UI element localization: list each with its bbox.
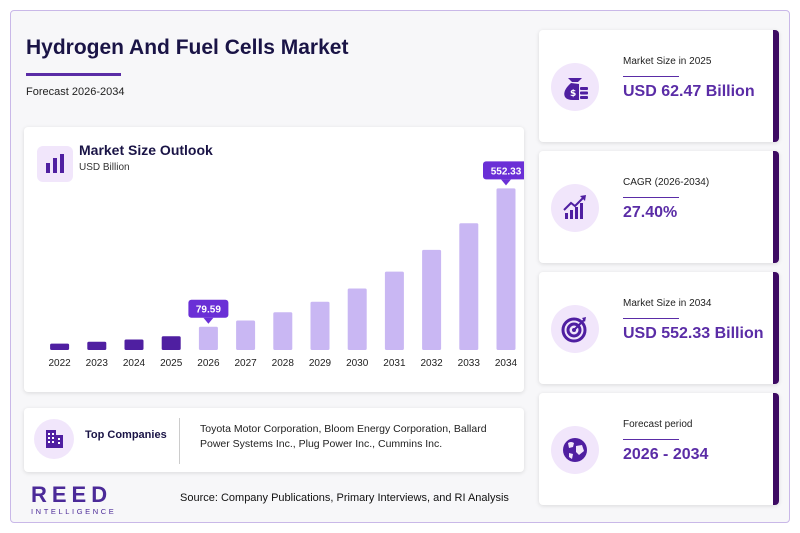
title-underline xyxy=(26,73,121,76)
money-bag-icon: $ xyxy=(551,63,599,111)
kpi-label: Market Size in 2034 xyxy=(623,298,712,309)
bar-2032 xyxy=(422,249,442,350)
kpi-underline xyxy=(623,318,679,319)
growth-chart-icon xyxy=(551,184,599,232)
x-tick-label-2027: 2027 xyxy=(234,358,257,369)
kpi-card-market-size-2034: Market Size in 2034 USD 552.33 Billion xyxy=(539,272,779,384)
building-icon xyxy=(34,419,74,459)
svg-text:552.33: 552.33 xyxy=(491,166,522,177)
page-title: Hydrogen And Fuel Cells Market xyxy=(26,36,349,59)
divider xyxy=(179,418,180,464)
globe-icon xyxy=(551,426,599,474)
x-tick-label-2031: 2031 xyxy=(383,358,406,369)
bar-2031 xyxy=(384,271,404,350)
kpi-card-market-size-2025: $ Market Size in 2025 USD 62.47 Billion xyxy=(539,30,779,142)
x-tick-label-2023: 2023 xyxy=(86,358,109,369)
bar-chart: 2022 2023 2024 2025 2026 79.59 2027 2028 2029 203… xyxy=(48,161,524,369)
kpi-label: Market Size in 2025 xyxy=(623,56,712,67)
data-label-2026: 79.59 xyxy=(188,299,229,324)
kpi-underline xyxy=(623,197,679,198)
reed-intelligence-logo: REED INTELLIGENCE xyxy=(31,482,116,516)
kpi-value: 2026 - 2034 xyxy=(623,446,709,463)
kpi-card-cagr: CAGR (2026-2034) 27.40% xyxy=(539,151,779,263)
data-label-2034: 552.33 xyxy=(483,161,524,186)
bar-2026 xyxy=(198,326,218,350)
kpi-label: CAGR (2026-2034) xyxy=(623,177,710,188)
bar-2023 xyxy=(87,341,107,350)
bar-2030 xyxy=(347,288,367,350)
bar-2027 xyxy=(236,320,256,350)
top-companies-card: Top Companies Toyota Motor Corporation, … xyxy=(24,408,524,472)
top-companies-list: Toyota Motor Corporation, Bloom Energy C… xyxy=(200,423,487,450)
logo-sub-text: INTELLIGENCE xyxy=(31,507,117,516)
kpi-underline xyxy=(623,439,679,440)
x-tick-label-2024: 2024 xyxy=(123,358,146,369)
kpi-underline xyxy=(623,76,679,77)
x-tick-label-2028: 2028 xyxy=(272,358,295,369)
kpi-label: Forecast period xyxy=(623,419,693,430)
bar-2033 xyxy=(459,223,479,350)
bar-2025 xyxy=(161,336,181,350)
svg-text:79.59: 79.59 xyxy=(196,305,221,316)
x-tick-label-2025: 2025 xyxy=(160,358,183,369)
page-subtitle: Forecast 2026-2034 xyxy=(26,86,125,98)
x-tick-label-2034: 2034 xyxy=(495,358,518,369)
target-icon xyxy=(551,305,599,353)
chart-title: Market Size Outlook xyxy=(79,142,213,158)
kpi-value: 27.40% xyxy=(623,204,678,221)
chart-card: Market Size Outlook USD Billion 2022 2023… xyxy=(24,127,524,392)
x-tick-label-2022: 2022 xyxy=(48,358,71,369)
kpi-card-forecast-period: Forecast period 2026 - 2034 xyxy=(539,393,779,505)
x-tick-label-2032: 2032 xyxy=(420,358,443,369)
svg-text:$: $ xyxy=(570,89,576,99)
kpi-value: USD 552.33 Billion xyxy=(623,325,764,342)
x-tick-label-2026: 2026 xyxy=(197,358,220,369)
bar-2028 xyxy=(273,312,293,350)
bar-chart-icon xyxy=(37,146,73,182)
x-tick-label-2030: 2030 xyxy=(346,358,369,369)
bar-2024 xyxy=(124,339,144,350)
logo-main-text: REED xyxy=(31,482,113,507)
bar-2029 xyxy=(310,301,330,350)
bar-2022 xyxy=(50,343,70,350)
x-tick-label-2033: 2033 xyxy=(458,358,481,369)
kpi-value: USD 62.47 Billion xyxy=(623,83,755,100)
bar-2034 xyxy=(496,188,516,350)
chart-unit-label: USD Billion xyxy=(79,162,130,173)
top-companies-label: Top Companies xyxy=(85,429,167,441)
source-note: Source: Company Publications, Primary In… xyxy=(180,492,509,504)
x-tick-label-2029: 2029 xyxy=(309,358,332,369)
